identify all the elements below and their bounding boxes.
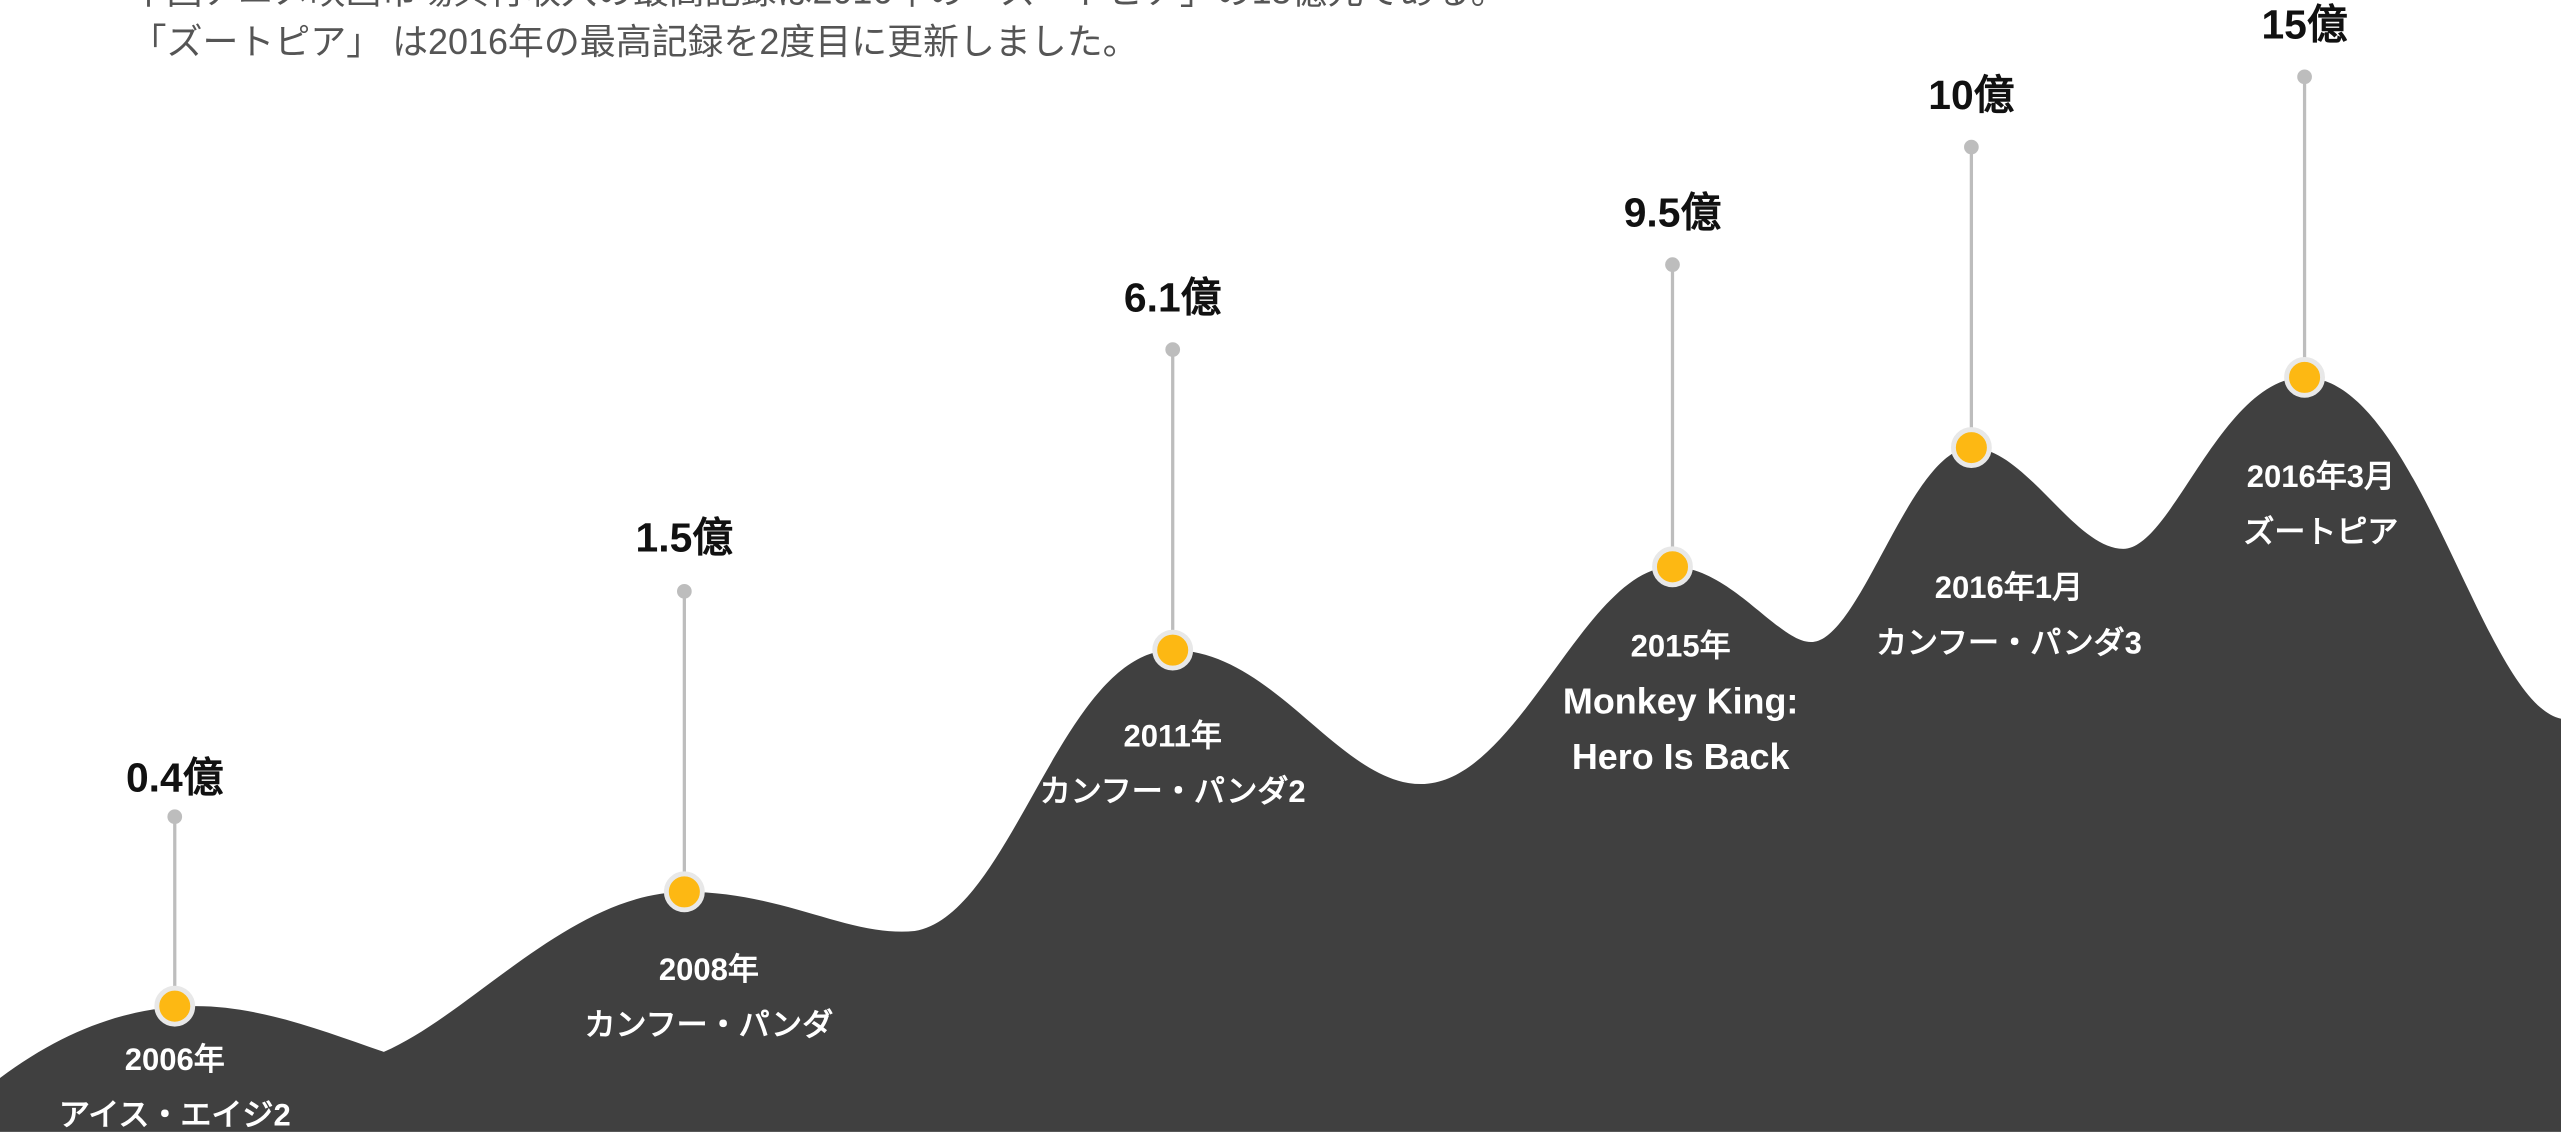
amount-label: 15億 <box>2261 2 2347 48</box>
amount-label: 6.1億 <box>1124 274 1222 320</box>
leader-dot <box>1665 257 1680 273</box>
title-label: カンフー・パンダ3 <box>1876 625 2142 660</box>
amount-label: 10億 <box>1928 72 2014 118</box>
amount-label: 1.5億 <box>636 514 734 560</box>
mountain <box>0 377 2561 1132</box>
date-label: 2016年1月 <box>1935 570 2083 605</box>
date-label: 2016年3月 <box>2247 459 2395 494</box>
milestone-dot <box>663 871 705 913</box>
header-line: 「ズートピア」 は2016年の最高記録を2度目に更新しました。 <box>131 21 1139 62</box>
leader-dot <box>676 583 692 599</box>
milestone-dot <box>1652 546 1693 588</box>
date-label: 2011年 <box>1124 719 1222 754</box>
milestone-dot <box>1152 629 1194 671</box>
milestone-dot <box>2284 356 2325 398</box>
date-label: 2006年 <box>125 1042 225 1077</box>
title-label: アイス・エイジ2 <box>59 1097 291 1132</box>
leader-dot <box>167 809 183 825</box>
date-label: 2008年 <box>659 952 759 987</box>
title-label: Monkey King: <box>1563 680 1798 721</box>
date-label: 2015年 <box>1631 629 1731 664</box>
title-label: カンフー・パンダ2 <box>1040 774 1306 809</box>
leader-dot <box>1165 342 1181 357</box>
amount-label: 0.4億 <box>126 755 224 801</box>
amount-label: 9.5億 <box>1624 189 1722 235</box>
title-label: Hero Is Back <box>1572 736 1791 777</box>
header-line: 中国アニメ映画市場興行収入の最高記録は2016年の「ズートピア」の15億元である… <box>131 0 1507 11</box>
leader-dot <box>2297 69 2312 85</box>
title-label: ズートピア <box>2243 514 2398 549</box>
leader-dot <box>1964 139 1979 155</box>
milestone-dot <box>154 985 196 1027</box>
title-label: カンフー・パンダ <box>584 1008 833 1043</box>
milestone-dot <box>1950 427 1992 469</box>
